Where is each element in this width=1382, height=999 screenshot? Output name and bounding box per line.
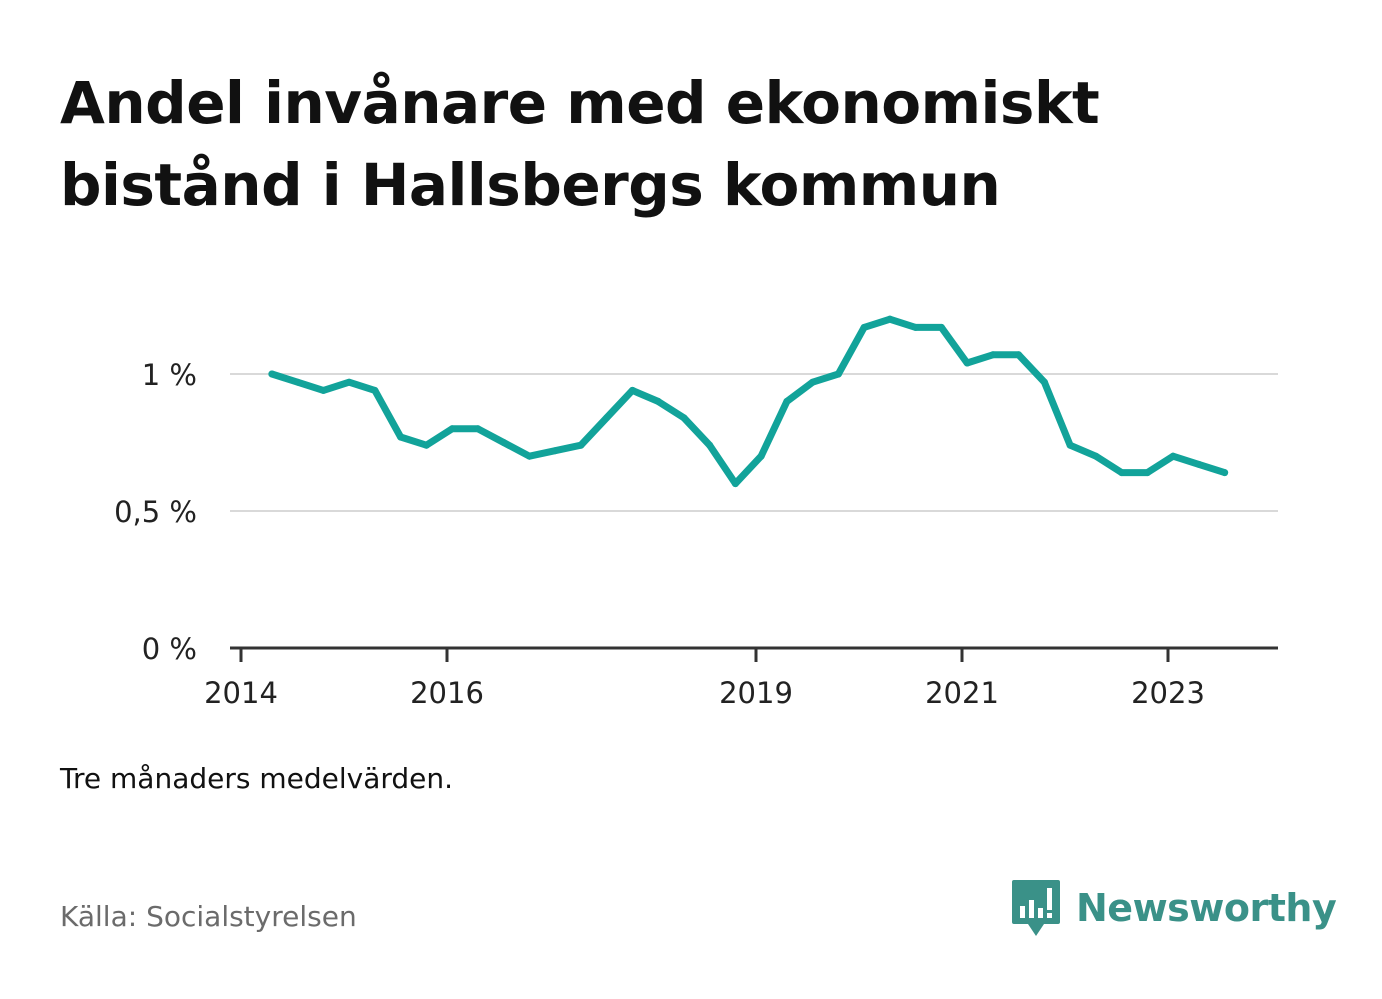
data-point [371, 386, 379, 394]
data-point [525, 452, 533, 460]
y-tick-label: 0,5 % [114, 495, 197, 529]
data-point [268, 370, 276, 378]
data-point [912, 323, 920, 331]
data-point [1040, 378, 1048, 386]
data-point [1221, 469, 1229, 477]
y-tick-label: 0 % [142, 632, 197, 666]
data-point [603, 414, 611, 422]
data-point [1195, 460, 1203, 468]
data-point [731, 480, 739, 488]
data-point [628, 386, 636, 394]
data-point [551, 447, 559, 455]
data-point [1143, 469, 1151, 477]
data-point [294, 378, 302, 386]
newsworthy-logo-icon [1012, 880, 1060, 936]
data-point [680, 414, 688, 422]
data-point [1169, 452, 1177, 460]
data-point [1118, 469, 1126, 477]
data-point [886, 315, 894, 323]
chart-note: Tre månaders medelvärden. [60, 762, 454, 795]
data-point [706, 441, 714, 449]
data-point [963, 359, 971, 367]
x-tick-labels: 2014 2016 2019 2021 2023 [204, 676, 1205, 710]
data-point [783, 397, 791, 405]
data-point [1066, 441, 1074, 449]
data-point [1092, 452, 1100, 460]
series-layer [268, 315, 1229, 488]
data-point [448, 425, 456, 433]
data-point [577, 441, 585, 449]
data-point [319, 386, 327, 394]
x-tick-label: 2016 [410, 676, 484, 710]
data-point [834, 370, 842, 378]
data-point [809, 378, 817, 386]
data-point [422, 441, 430, 449]
x-tick-label: 2019 [719, 676, 793, 710]
x-tick-label: 2023 [1131, 676, 1205, 710]
x-tick-label: 2021 [925, 676, 999, 710]
data-point [937, 323, 945, 331]
y-tick-label: 1 % [142, 358, 197, 392]
series-line [268, 315, 1229, 488]
brand-name: Newsworthy [1076, 886, 1337, 930]
chart-title: Andel invånare med ekonomiskt bistånd i … [60, 69, 1100, 219]
x-tick-label: 2014 [204, 676, 278, 710]
data-point [860, 323, 868, 331]
grid-lines [230, 372, 1278, 512]
line-chart: 0 % 0,5 % 1 % 2014 2016 2019 2021 2023 [114, 315, 1278, 710]
data-point [500, 438, 508, 446]
data-point [757, 452, 765, 460]
data-point [397, 433, 405, 441]
data-point [654, 397, 662, 405]
source-credit: Källa: Socialstyrelsen [60, 900, 357, 933]
x-axis [230, 646, 1278, 662]
data-point [345, 378, 353, 386]
data-point [474, 425, 482, 433]
brand-logo: Newsworthy [1010, 878, 1337, 938]
y-tick-labels: 0 % 0,5 % 1 % [114, 358, 197, 666]
data-point [989, 351, 997, 359]
data-point [1015, 351, 1023, 359]
